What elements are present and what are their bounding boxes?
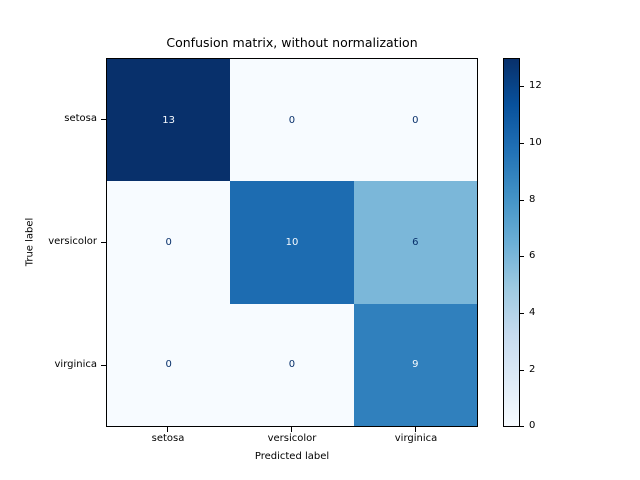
matrix-cell-r1c1: 10 [230, 181, 354, 304]
y-tick-mark [101, 119, 106, 120]
x-axis-label: Predicted label [254, 451, 330, 462]
y-tick-label-setosa: setosa [64, 113, 97, 124]
x-tick-mark [415, 427, 416, 432]
colorbar-tick-value: 6 [529, 250, 536, 261]
colorbar-tick-label: 8 [529, 194, 535, 214]
colorbar-tick-label: 2 [529, 364, 535, 384]
colorbar-tick-label: 6 [529, 250, 535, 270]
colorbar-tick-value: 0 [529, 420, 536, 431]
matrix-cell-r1c0: 0 [107, 181, 231, 304]
confusion-matrix-heatmap: 13 0 0 0 10 6 0 0 9 [106, 58, 478, 427]
colorbar-tick-label: 12 [529, 80, 542, 100]
colorbar-tick-label: 0 [529, 420, 535, 440]
colorbar-tick-value: 12 [529, 80, 542, 91]
matrix-cell-r2c2: 9 [353, 303, 477, 426]
matrix-cell-r1c2: 6 [353, 181, 477, 304]
matrix-cell-r2c1: 0 [230, 303, 354, 426]
x-tick-label-setosa: setosa [151, 433, 185, 444]
x-tick-mark [291, 427, 292, 432]
colorbar-tick-mark [520, 143, 524, 144]
colorbar-tick-mark [520, 370, 524, 371]
chart-title: Confusion matrix, without normalization [166, 35, 418, 50]
x-tick-label-versicolor: versicolor [267, 433, 317, 444]
matrix-cell-r0c2: 0 [353, 59, 477, 182]
colorbar-tick-mark [520, 200, 524, 201]
matrix-cell-r0c1: 0 [230, 59, 354, 182]
colorbar-tick-value: 4 [529, 307, 536, 318]
y-tick-mark [101, 242, 106, 243]
matrix-cell-r2c0: 0 [107, 303, 231, 426]
matrix-cell-r0c0: 13 [107, 59, 231, 182]
colorbar-gradient [503, 58, 520, 427]
colorbar-tick-mark [520, 86, 524, 87]
y-tick-mark [101, 365, 106, 366]
colorbar-tick-value: 10 [529, 137, 542, 148]
x-tick-label-virginica: virginica [394, 433, 438, 444]
colorbar-tick-mark [520, 256, 524, 257]
x-tick-mark [167, 427, 168, 432]
colorbar-tick-mark [520, 313, 524, 314]
y-axis-label: True label [24, 217, 36, 267]
colorbar-tick-label: 10 [529, 137, 542, 157]
colorbar-tick-value: 2 [529, 364, 536, 375]
y-tick-label-versicolor: versicolor [48, 236, 97, 247]
colorbar-tick-mark [520, 426, 524, 427]
colorbar-tick-value: 8 [529, 194, 536, 205]
colorbar-tick-label: 4 [529, 307, 535, 327]
y-tick-label-virginica: virginica [54, 359, 98, 370]
